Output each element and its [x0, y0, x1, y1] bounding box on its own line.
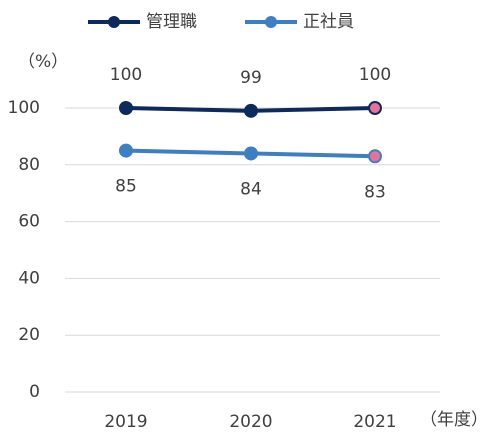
data-point: [368, 149, 382, 164]
x-tick-label: 2019: [104, 412, 147, 432]
y-tick-label: 100: [8, 98, 40, 118]
data-label: 83: [364, 182, 386, 202]
data-label: 100: [359, 65, 391, 85]
legend-label: 正社員: [303, 12, 354, 32]
y-tick-label: 0: [29, 382, 40, 402]
data-point: [119, 101, 133, 115]
data-label: 99: [240, 68, 262, 88]
data-point: [368, 101, 382, 115]
data-label: 84: [240, 179, 262, 199]
y-tick-label: 80: [18, 155, 40, 175]
y-tick-label: 20: [18, 325, 40, 345]
data-point: [244, 103, 258, 118]
y-tick-label: 40: [18, 268, 40, 288]
data-label: 100: [110, 65, 142, 85]
data-label: 85: [115, 177, 137, 197]
y-tick-label: 60: [18, 212, 40, 232]
legend-marker: [265, 16, 277, 28]
data-point: [244, 146, 258, 161]
x-tick-label: 2021: [353, 412, 396, 432]
legend-label: 管理職: [146, 12, 197, 32]
x-tick-label: 2020: [229, 412, 272, 432]
data-point: [119, 143, 133, 158]
x-axis-label: （年度）: [420, 410, 488, 430]
legend-marker: [108, 16, 120, 28]
y-axis-label: （%）: [18, 52, 68, 72]
